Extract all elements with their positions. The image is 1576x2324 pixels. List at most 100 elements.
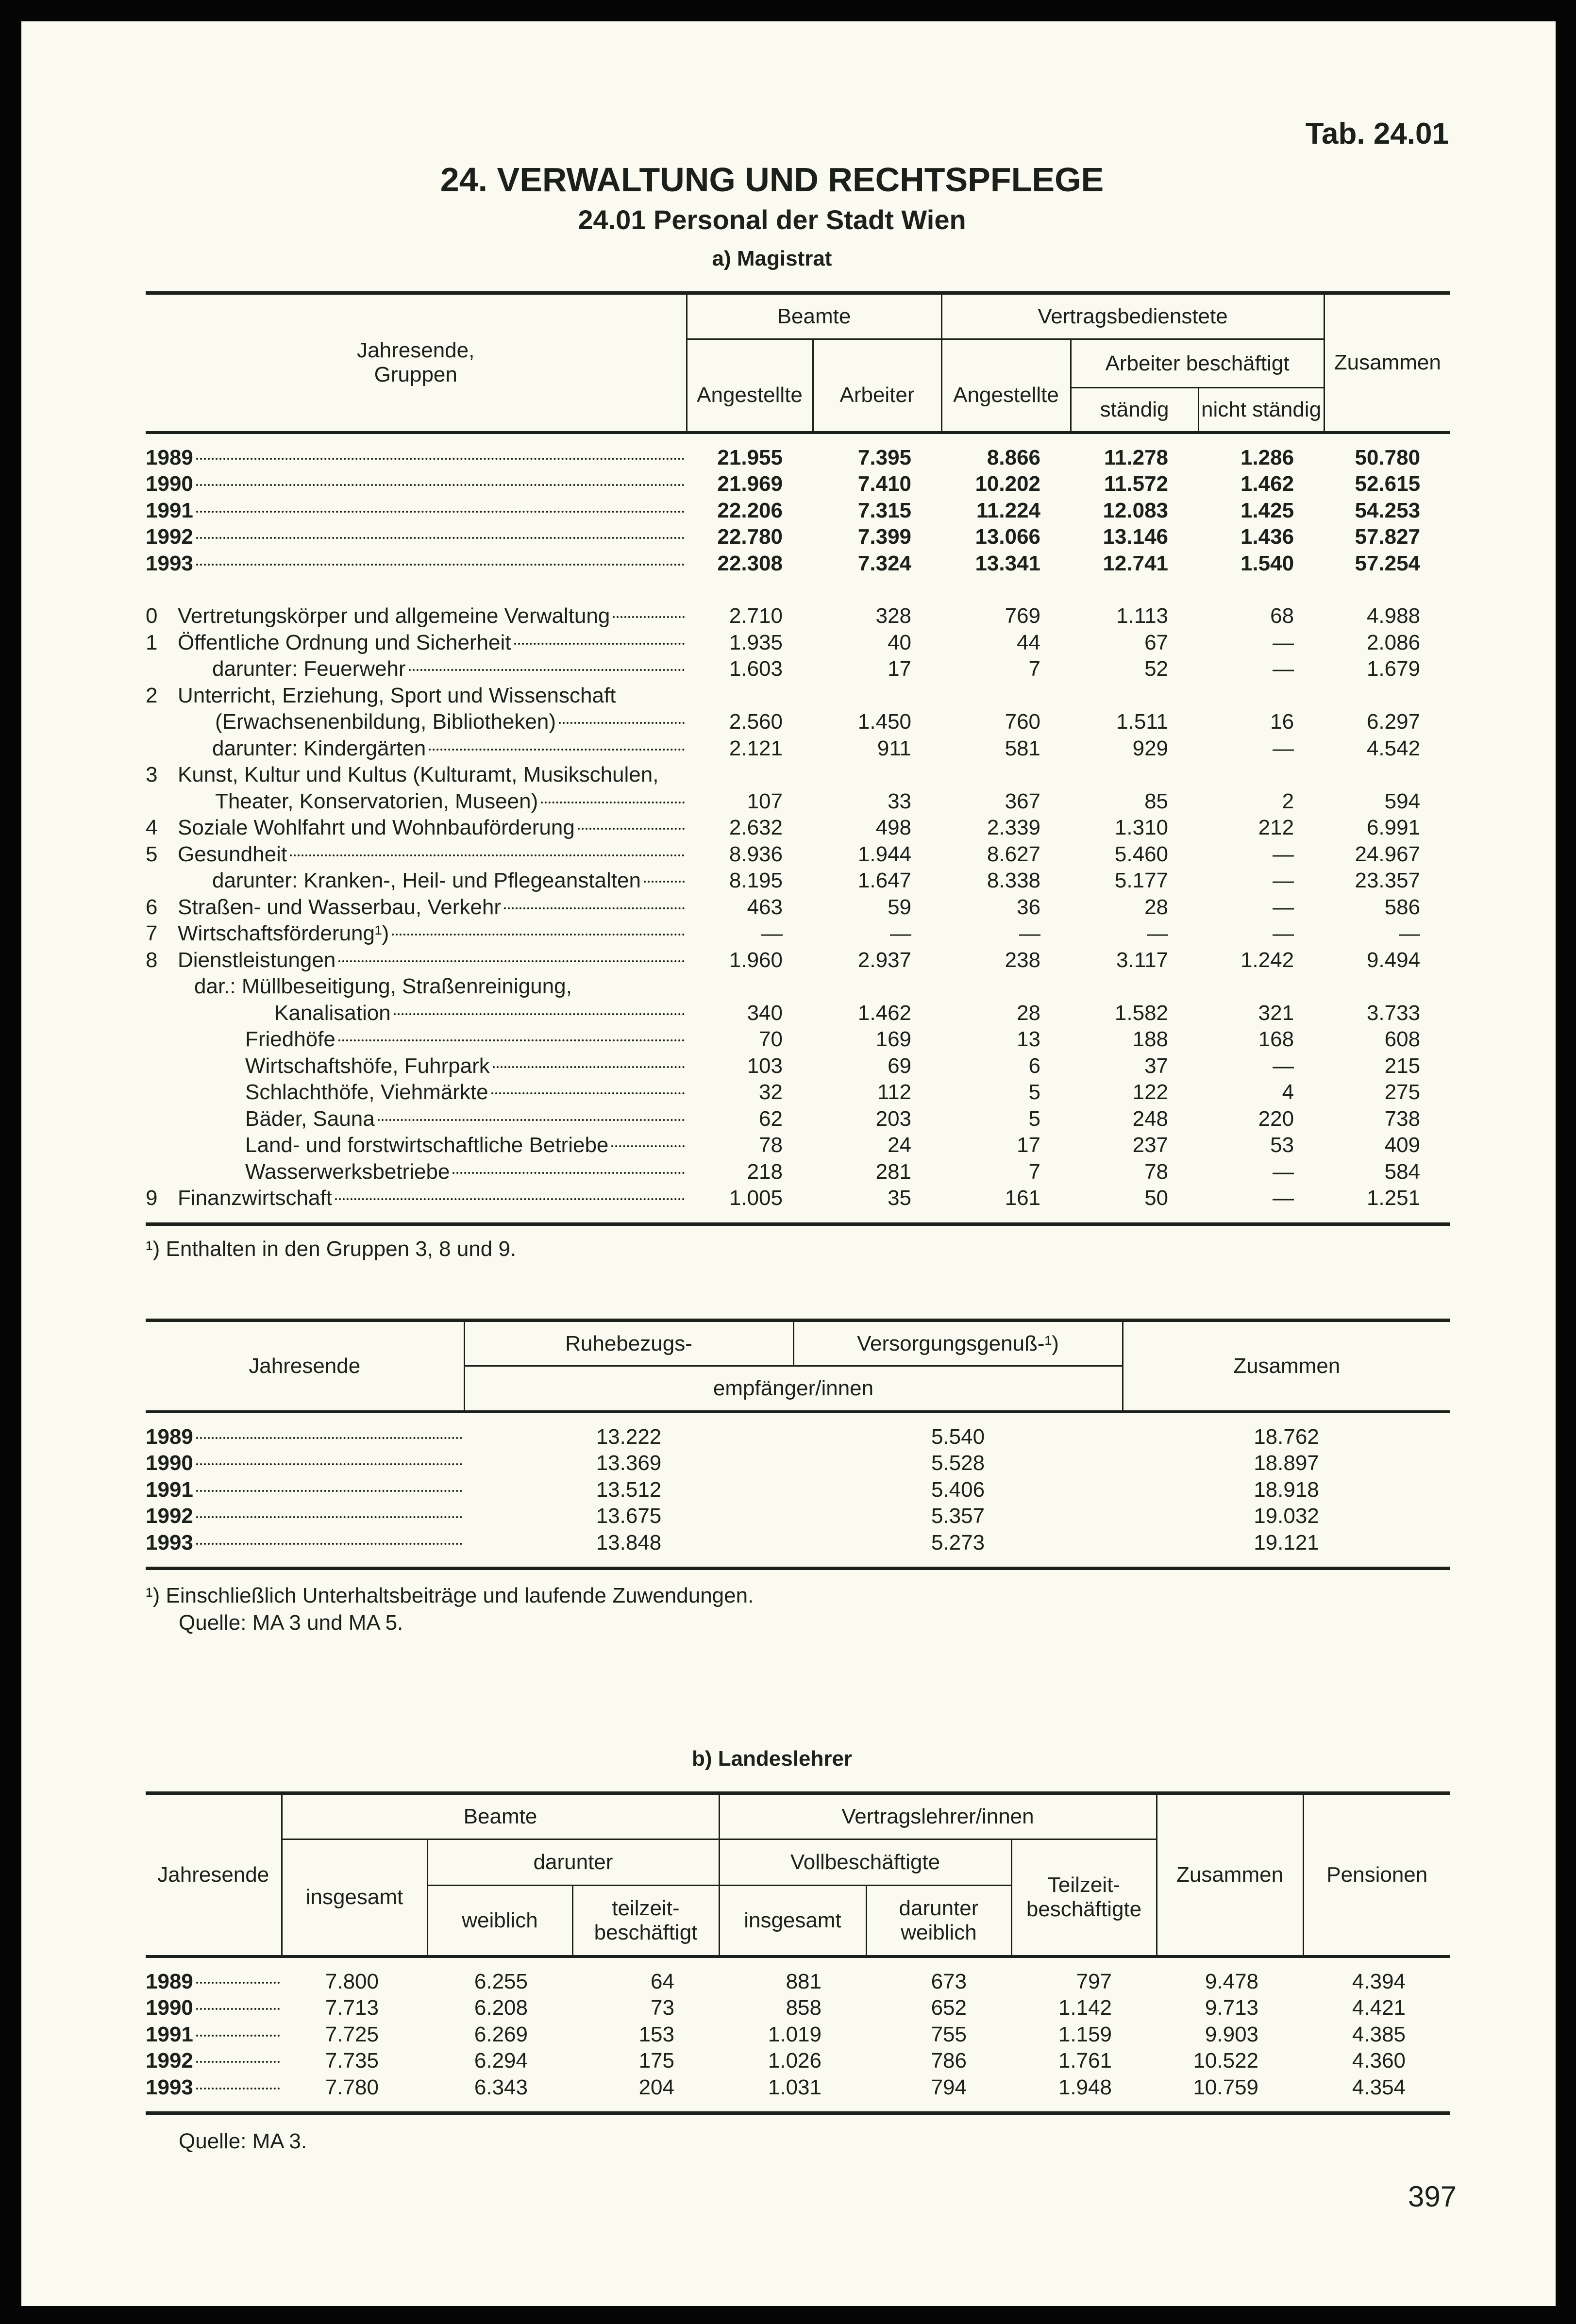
value-cell: 28 <box>1017 1001 1041 1025</box>
value-cell: 203 <box>875 1106 912 1131</box>
value-cell: 911 <box>877 736 912 760</box>
value-cell: 7.713 <box>325 1996 379 2020</box>
value-cell: — <box>1273 869 1294 892</box>
value-cell: — <box>1399 921 1421 945</box>
value-cell: 218 <box>747 1159 783 1184</box>
empty-cell <box>687 973 813 1000</box>
empty-cell <box>1198 973 1324 1000</box>
year-row: 1991 7.725 6.269 153 1.019 755 1.159 9.903 4.385 <box>146 2022 1450 2048</box>
source-pensions: Quelle: MA 3 und MA 5. <box>179 1611 403 1635</box>
header-vertragslehrer: Vertragslehrer/innen <box>718 1793 1157 1840</box>
value-cell: 50.780 <box>1355 445 1421 469</box>
dot-leader <box>196 2087 280 2090</box>
row-label: (Erwachsenenbildung, Bibliotheken) <box>215 710 556 734</box>
row-label-cell: 1 Öffentliche Ordnung und Sicherheit <box>146 630 687 656</box>
value-cell: 21.969 <box>717 472 783 496</box>
chapter-title: 24. VERWALTUNG UND RECHTSPFLEGE <box>440 161 1104 199</box>
value-cell: 1.679 <box>1366 657 1421 681</box>
row-label: Wirtschaftshöfe, Fuhrpark <box>245 1053 490 1078</box>
row-label: 1991 <box>146 1477 193 1502</box>
value-cell: 7 <box>1028 657 1041 681</box>
group-row: 1 Öffentliche Ordnung und Sicherheit 1.935… <box>146 630 1450 656</box>
group-number: 7 <box>146 921 158 945</box>
value-cell: 5 <box>1028 1080 1041 1104</box>
row-label-cell: 2 Unterricht, Erziehung, Sport und Wissen… <box>146 683 687 709</box>
dot-leader <box>392 934 685 936</box>
row-label-cell: Wasserwerksbetriebe <box>146 1159 687 1186</box>
value-cell: — <box>1273 921 1294 945</box>
row-label-cell: (Erwachsenenbildung, Bibliotheken) <box>146 709 687 736</box>
value-cell: 1.310 <box>1114 816 1169 839</box>
dot-leader <box>377 1119 685 1121</box>
dot-leader <box>196 457 685 460</box>
value-cell: 13.146 <box>1103 525 1169 549</box>
dot-leader <box>429 748 685 751</box>
group-number: 3 <box>146 763 158 786</box>
value-cell: 1.159 <box>1058 2022 1112 2046</box>
value-cell: 1.026 <box>768 2049 822 2073</box>
row-label: Bäder, Sauna <box>245 1106 375 1131</box>
value-cell: 107 <box>747 789 783 813</box>
year-row: 1991 13.512 5.406 18.918 <box>146 1477 1450 1504</box>
value-cell: 794 <box>931 2075 967 2099</box>
dot-leader <box>504 907 685 909</box>
value-cell: 70 <box>759 1027 783 1051</box>
value-cell: 13.512 <box>596 1477 662 1502</box>
value-cell: 6.294 <box>474 2049 528 2073</box>
value-cell: 1.462 <box>857 1001 912 1025</box>
row-label-cell: 8 Dienstleistungen <box>146 947 687 974</box>
value-cell: 1.462 <box>1240 472 1294 496</box>
value-cell: 769 <box>1005 604 1041 628</box>
value-cell: 238 <box>1005 948 1041 972</box>
value-cell: 112 <box>877 1080 912 1104</box>
value-cell: 22.780 <box>717 525 783 549</box>
group-row: Theater, Konservatorien, Museen) 107 33 367… <box>146 788 1450 815</box>
value-cell: 608 <box>1384 1027 1421 1051</box>
value-cell: 4.421 <box>1352 1996 1406 2020</box>
value-cell: 5.177 <box>1114 869 1169 892</box>
value-cell: 4.988 <box>1366 604 1421 628</box>
year-row: 1993 22.308 7.324 13.341 12.741 1.540 57.254 <box>146 551 1450 577</box>
value-cell: 13.848 <box>596 1530 662 1555</box>
value-cell: 409 <box>1384 1133 1421 1157</box>
header-beamte-angestellte: Angestellte <box>687 338 814 433</box>
header-vb-angestellte: Angestellte <box>940 338 1072 433</box>
year-row: 1993 7.780 6.343 204 1.031 794 1.948 10.759 4.35… <box>146 2074 1450 2101</box>
dot-leader <box>196 510 685 513</box>
row-label-cell: 1989 <box>146 445 687 471</box>
header-vertragsbedienstete: Vertragsbedienstete <box>940 293 1325 340</box>
empty-cell <box>941 762 1071 788</box>
year-row: 1990 13.369 5.528 18.897 <box>146 1450 1450 1477</box>
empty-cell <box>1071 973 1198 1000</box>
row-label-cell: dar.: Müllbeseitigung, Straßenreinigung, <box>146 973 687 1000</box>
value-cell: 44 <box>1017 630 1041 654</box>
value-cell: 581 <box>1005 736 1041 760</box>
value-cell: 37 <box>1144 1053 1169 1078</box>
value-cell: 7.725 <box>325 2022 379 2046</box>
row-label: dar.: Müllbeseitigung, Straßenreinigung, <box>194 974 572 998</box>
value-cell: 17 <box>1017 1133 1041 1157</box>
group-row: (Erwachsenenbildung, Bibliotheken) 2.560 1… <box>146 709 1450 736</box>
value-cell: 68 <box>1270 604 1294 628</box>
row-label: 1993 <box>146 551 193 575</box>
value-cell: 175 <box>638 2049 674 2073</box>
row-label: Öffentliche Ordnung und Sicherheit <box>178 630 511 654</box>
value-cell: 1.450 <box>857 710 912 734</box>
value-cell: 13.066 <box>975 525 1041 549</box>
value-cell: 10.202 <box>975 472 1041 496</box>
row-label: Gesundheit <box>178 842 287 866</box>
value-cell: 12.083 <box>1103 498 1169 522</box>
dot-leader <box>514 642 685 645</box>
value-cell: 4.385 <box>1352 2022 1406 2046</box>
empty-cell <box>687 762 813 788</box>
year-row: 1989 21.955 7.395 8.866 11.278 1.286 50.780 <box>146 445 1450 471</box>
row-label: 1989 <box>146 1969 193 1993</box>
value-cell: 1.113 <box>1116 604 1169 628</box>
row-label: Schlachthöfe, Viehmärkte <box>245 1080 488 1104</box>
dot-leader <box>611 1145 685 1147</box>
group-row: dar.: Müllbeseitigung, Straßenreinigung, <box>146 973 1450 1000</box>
value-cell: 2.710 <box>729 604 783 628</box>
row-label-cell: 1990 <box>146 1995 282 2022</box>
header-darunter-weiblich: darunter weiblich <box>865 1885 1011 1957</box>
row-label-cell: 6 Straßen- und Wasserbau, Verkehr <box>146 894 687 921</box>
